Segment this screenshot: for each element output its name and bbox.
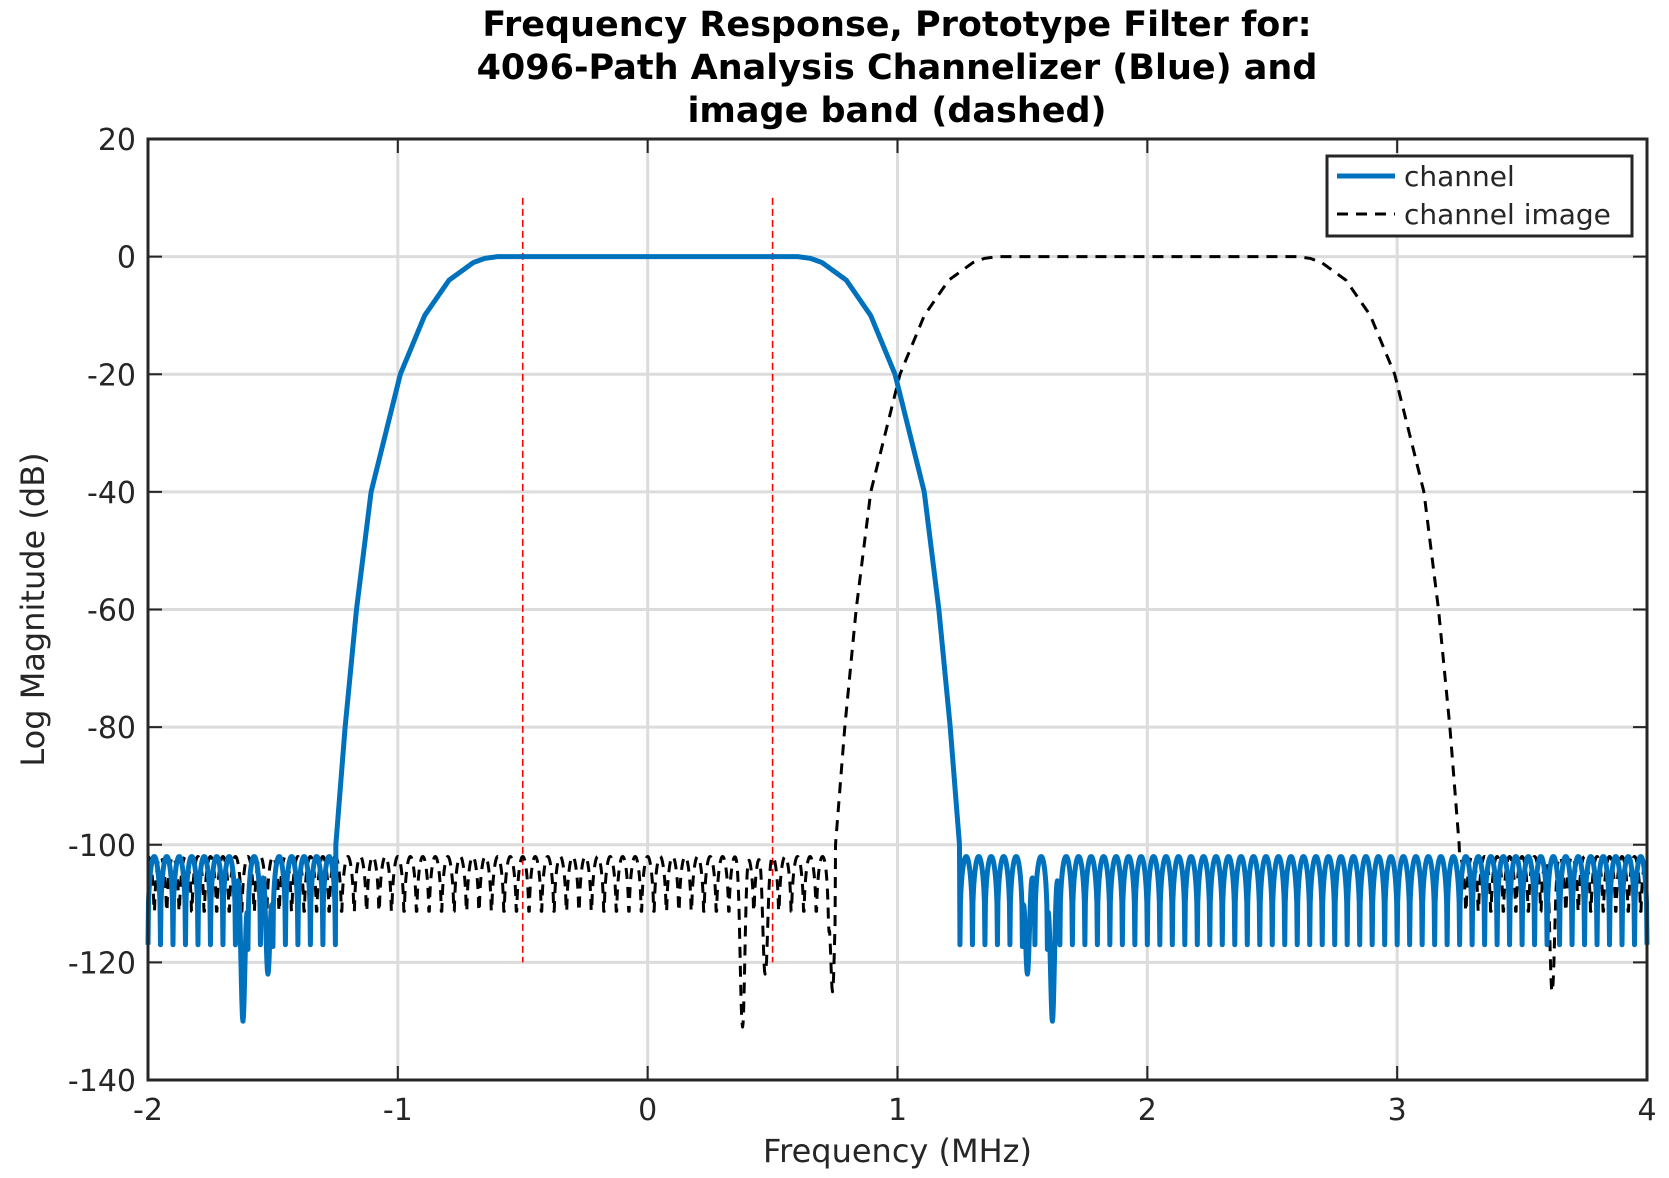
series-line-channel [145, 254, 1650, 1024]
x-axis-label: Frequency (MHz) [763, 1132, 1032, 1170]
chart-title-line-1: Frequency Response, Prototype Filter for… [482, 5, 1311, 45]
y-tick-label: -140 [68, 1064, 136, 1099]
series-line-channel-image [147, 255, 1648, 1029]
y-tick-label: -60 [87, 594, 136, 629]
y-tick-label: -40 [87, 476, 136, 511]
chart-title-line-3: image band (dashed) [687, 91, 1106, 131]
series-layer [145, 254, 1650, 1029]
grid-lines [146, 137, 1649, 1082]
y-tick-label: -120 [68, 946, 136, 981]
y-tick-label: 20 [98, 123, 136, 158]
chart-title-line-2: 4096-Path Analysis Channelizer (Blue) an… [477, 48, 1318, 88]
y-tick-label: -20 [87, 358, 136, 393]
legend-label: channel [1404, 160, 1515, 193]
x-tick-label: -2 [133, 1093, 163, 1128]
passband-markers [521, 197, 774, 963]
x-tick-label: 3 [1388, 1093, 1407, 1128]
x-tick-label: 4 [1637, 1093, 1656, 1128]
x-tick-label: -1 [383, 1093, 413, 1128]
y-tick-label: -80 [87, 711, 136, 746]
y-axis-label: Log Magnitude (dB) [14, 452, 52, 766]
y-tick-label: 0 [117, 241, 136, 276]
legend: channel channel image [1325, 154, 1634, 238]
x-tick-label: 0 [638, 1093, 657, 1128]
legend-label: channel image [1404, 198, 1611, 231]
axis-ticks: -2 -1 0 1 2 3 4 20 0 -20 -40 -60 -80 -100 -120 -140 [68, 123, 1657, 1128]
legend-box [1325, 154, 1634, 238]
x-tick-label: 1 [888, 1093, 907, 1128]
x-tick-label: 2 [1138, 1093, 1157, 1128]
chart-title: Frequency Response, Prototype Filter for… [477, 5, 1318, 131]
y-tick-label: -100 [68, 829, 136, 864]
